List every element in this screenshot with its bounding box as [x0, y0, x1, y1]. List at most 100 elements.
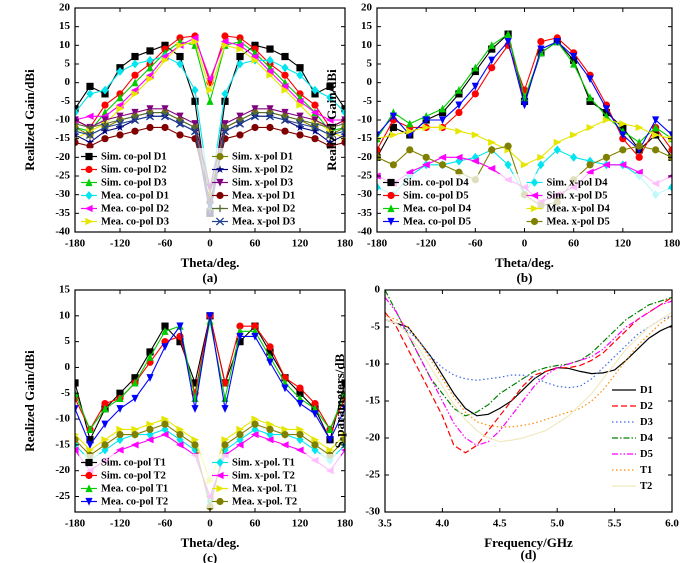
y-tick-label: 5 [65, 58, 71, 70]
marker [191, 379, 199, 387]
marker [176, 338, 184, 346]
marker [406, 146, 414, 154]
marker [471, 152, 479, 162]
marker [116, 131, 124, 139]
marker [537, 153, 545, 161]
y-tick-label: 5 [367, 58, 373, 70]
marker [131, 78, 139, 87]
marker [438, 153, 447, 161]
marker [488, 64, 496, 72]
legend-marker [215, 165, 225, 173]
marker [251, 108, 259, 117]
marker [75, 108, 79, 117]
x-axis-title: Frequency/GHz [484, 535, 573, 550]
marker [668, 131, 672, 140]
marker [635, 153, 643, 161]
legend-label: Mea. co-pol D3 [101, 216, 169, 227]
marker [471, 63, 479, 72]
y-tick-label: -10 [55, 114, 70, 126]
marker [75, 405, 79, 413]
marker [101, 85, 109, 95]
marker [146, 374, 154, 382]
marker [326, 425, 334, 433]
legend-label: Mea. co-pol D2 [101, 203, 169, 214]
legend-label: Mea. x-pol D3 [232, 216, 295, 227]
legend-marker [387, 204, 395, 213]
series-line [385, 290, 672, 417]
marker [115, 123, 125, 131]
marker [75, 116, 79, 125]
marker [191, 445, 199, 455]
marker [86, 425, 94, 433]
marker [145, 436, 154, 444]
marker [101, 441, 109, 449]
y-tick-label: 15 [59, 20, 71, 32]
y-tick-label: 10 [59, 39, 71, 51]
marker [422, 123, 431, 132]
marker [236, 131, 244, 139]
marker [520, 101, 529, 110]
plot-frame [74, 289, 346, 513]
marker [326, 436, 334, 444]
marker [668, 182, 672, 192]
marker [191, 405, 199, 413]
marker [116, 105, 125, 113]
y-axis-title: S-parameters/dB [332, 353, 347, 448]
marker [175, 441, 184, 449]
plot-frame [376, 7, 673, 233]
marker [131, 425, 140, 433]
y-tick-label: 15 [59, 284, 71, 296]
marker [311, 101, 319, 109]
marker [488, 146, 496, 154]
marker [85, 138, 95, 146]
marker [377, 182, 381, 192]
marker [146, 420, 155, 428]
legend-label: Sim. x-pol D3 [232, 177, 293, 188]
marker [86, 142, 94, 150]
marker [86, 441, 94, 449]
plot-frame [74, 7, 346, 233]
marker [295, 123, 305, 131]
panel-caption: (a) [202, 270, 217, 285]
marker [131, 430, 139, 439]
marker [455, 101, 463, 110]
marker [116, 394, 124, 403]
y-tick-label: -5 [371, 321, 381, 333]
legend-label: Sim. co-pol D5 [403, 190, 469, 201]
marker [251, 56, 260, 64]
series-line [385, 315, 672, 389]
marker [176, 430, 184, 439]
y-tick-label: -20 [365, 432, 380, 444]
marker [221, 32, 229, 40]
marker [161, 420, 169, 428]
x-tick-label: 120 [615, 238, 632, 250]
marker [176, 52, 184, 61]
marker [206, 97, 214, 105]
marker [619, 146, 627, 154]
x-tick-label: 0 [207, 238, 213, 250]
marker [296, 70, 304, 80]
marker [206, 86, 215, 94]
legend-label: Sim. co-pol D4 [403, 177, 469, 188]
x-tick-label: 60 [568, 238, 580, 250]
marker [281, 52, 289, 61]
legend-marker [85, 165, 93, 174]
marker [295, 446, 304, 454]
x-tick-label: 120 [292, 238, 309, 250]
marker [146, 348, 154, 356]
marker [311, 441, 319, 449]
marker [310, 108, 319, 117]
marker [296, 116, 304, 124]
marker [389, 112, 397, 121]
marker [251, 123, 259, 132]
marker [341, 120, 345, 128]
legend-label: D3 [640, 417, 653, 428]
marker [281, 71, 289, 79]
marker [75, 105, 79, 113]
panel-caption: (c) [203, 550, 217, 563]
marker [101, 420, 109, 429]
x-axis-title: Theta/deg. [181, 255, 240, 270]
y-tick-label: 0 [65, 76, 71, 88]
marker [520, 97, 529, 105]
marker [220, 38, 229, 46]
